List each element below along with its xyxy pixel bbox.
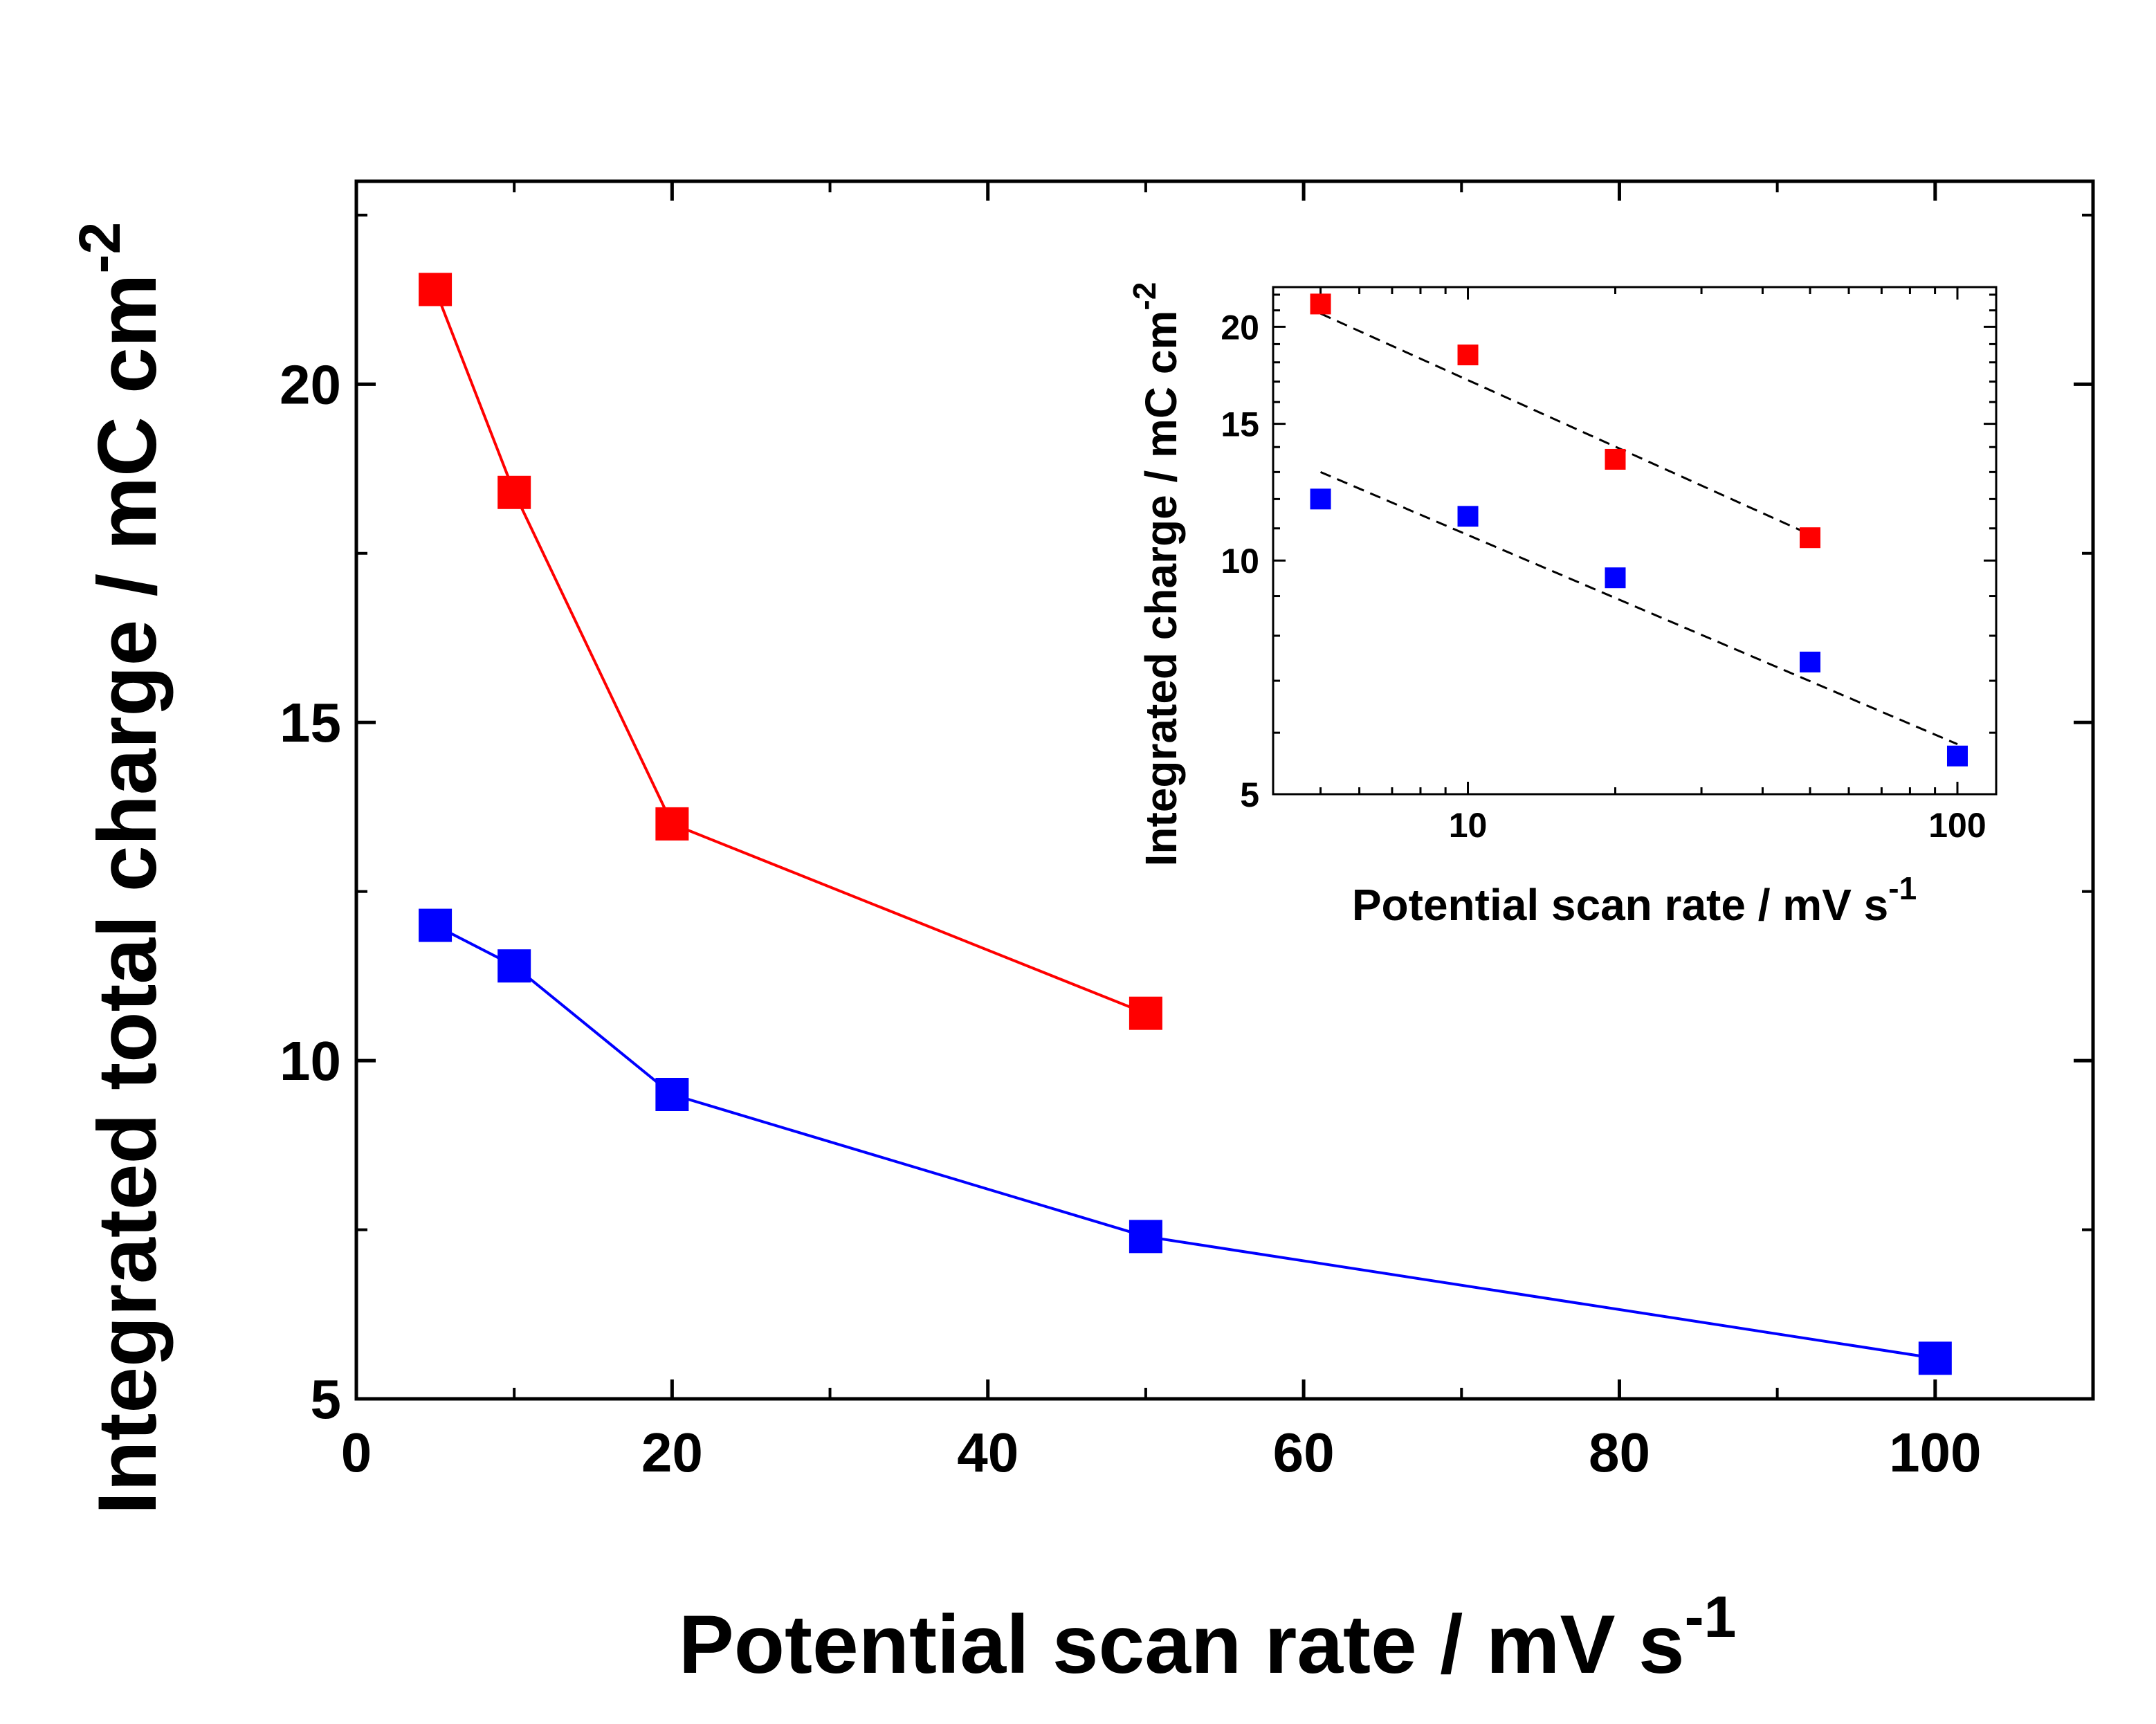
inset-plot-frame: [1272, 286, 1998, 796]
inset-point-blue: [1457, 506, 1479, 527]
main-y-tick-label: 15: [280, 692, 341, 753]
inset-fit-lines: [1319, 312, 1958, 746]
inset-y-tick-label: 10: [1221, 542, 1259, 580]
main-x-tick-label: 100: [1889, 1422, 1981, 1483]
inset-point-red: [1457, 345, 1479, 366]
main-y-tick-label: 10: [280, 1030, 341, 1092]
main-series-line-red: [434, 288, 1146, 1015]
inset-point-blue: [1310, 488, 1331, 510]
inset-point-red: [1310, 293, 1331, 315]
main-point-blue: [1129, 1220, 1162, 1254]
main-x-tick-labels: 0 20 40 60 80 100: [341, 1422, 1982, 1483]
inset-series-points: [1310, 293, 1968, 767]
main-x-tick-label: 0: [341, 1422, 372, 1483]
inset-x-tick-labels: 10 100: [1449, 806, 1986, 845]
inset-x-tick-label: 100: [1928, 806, 1986, 845]
main-y-tick-label: 20: [280, 354, 341, 415]
inset-point-blue: [1946, 745, 1968, 767]
main-point-red: [1129, 996, 1162, 1030]
inset-y-tick-label: 5: [1240, 776, 1259, 814]
inset-y-tick-label: 15: [1221, 405, 1259, 444]
main-x-tick-label: 20: [641, 1422, 703, 1483]
inset-y-tick-label: 20: [1221, 308, 1259, 347]
inset-y-axis-title: Integrated charge / mC cm-2: [1126, 282, 1186, 867]
main-point-blue: [1918, 1341, 1952, 1375]
main-plot-frame: [354, 179, 2095, 1401]
main-point-red: [497, 475, 531, 509]
main-point-red: [655, 807, 689, 841]
inset-point-blue: [1605, 567, 1626, 589]
inset-ticks: [1272, 287, 1996, 796]
main-y-tick-labels: 5 10 15 20: [280, 354, 341, 1430]
main-x-tick-label: 60: [1273, 1422, 1335, 1483]
main-x-tick-label: 80: [1589, 1422, 1650, 1483]
inset-blue-fit: [1319, 470, 1958, 746]
main-y-axis-title: Integrated total charge / mC cm-2: [67, 222, 174, 1514]
main-y-tick-label: 5: [311, 1368, 342, 1430]
inset-point-red: [1605, 448, 1626, 470]
main-x-tick-label: 40: [957, 1422, 1018, 1483]
main-x-axis-title: Potential scan rate / mV s-1: [679, 1584, 1737, 1691]
inset-x-axis-title: Potential scan rate / mV s-1: [1352, 870, 1917, 930]
main-point-red: [419, 273, 453, 306]
main-point-blue: [655, 1078, 689, 1111]
inset-x-tick-label: 10: [1449, 806, 1488, 845]
inset-point-blue: [1800, 651, 1821, 672]
inset-point-red: [1800, 527, 1821, 549]
main-series-points: [419, 273, 1952, 1375]
inset-y-tick-labels: 5 10 15 20: [1221, 308, 1259, 814]
main-point-blue: [497, 949, 531, 983]
main-point-blue: [419, 908, 453, 942]
